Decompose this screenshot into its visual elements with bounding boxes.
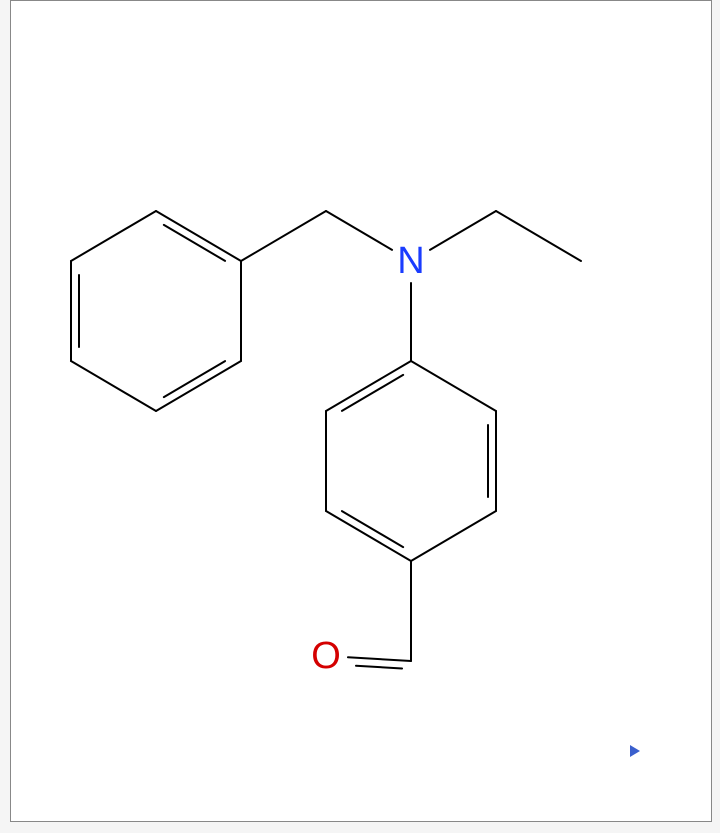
diagram-canvas: NO xyxy=(10,0,712,822)
page-root: NO xyxy=(0,0,720,833)
atom-label-O: O xyxy=(311,635,341,677)
play-icon[interactable] xyxy=(630,745,640,757)
molecule-svg: NO xyxy=(11,1,711,821)
atom-label-N: N xyxy=(397,240,424,282)
